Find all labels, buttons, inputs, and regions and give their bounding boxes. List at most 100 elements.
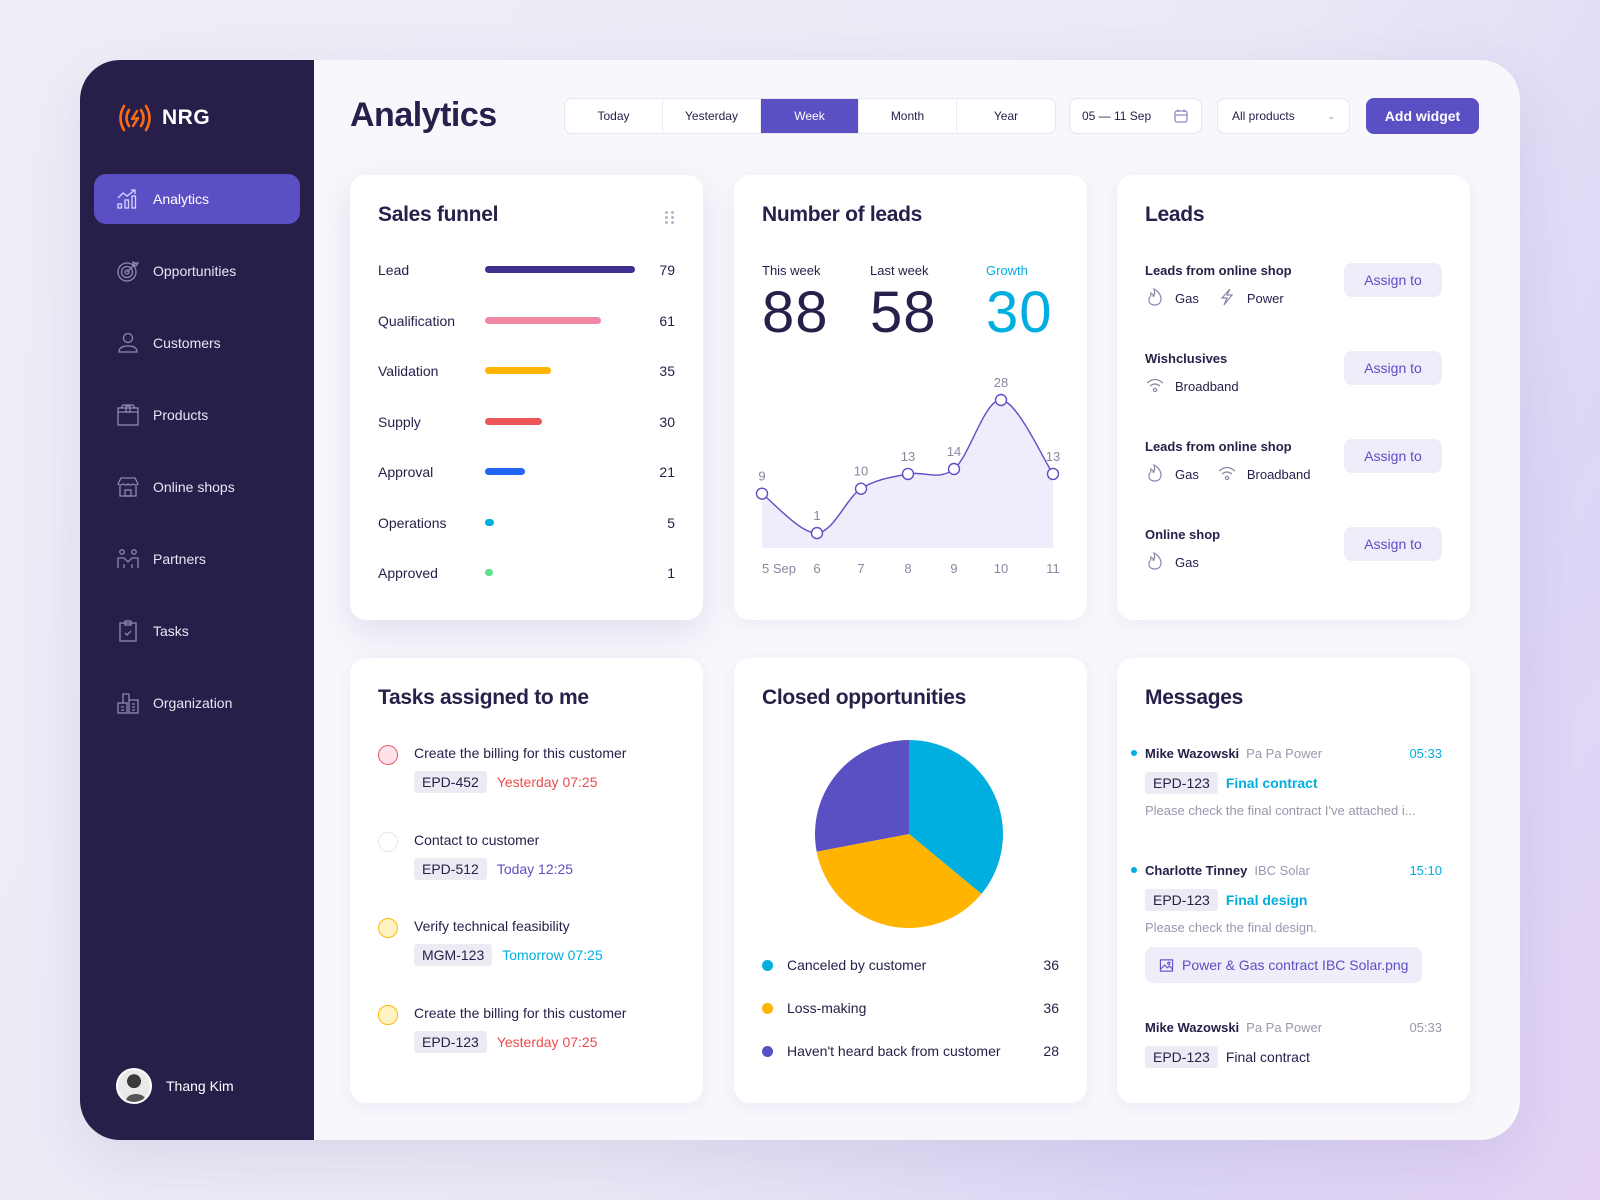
funnel-bar-track <box>485 316 645 325</box>
message-header: Mike Wazowski Pa Pa Power 05:33 <box>1131 743 1442 763</box>
date-range-picker[interactable]: 05 — 11 Sep <box>1069 98 1202 134</box>
message-sender: Mike Wazowski <box>1145 1019 1240 1035</box>
store-icon <box>116 475 140 499</box>
sidebar-item-opportunities[interactable]: Opportunities <box>94 246 300 296</box>
period-week[interactable]: Week <box>761 99 859 133</box>
task-status-checkbox[interactable] <box>378 1004 398 1025</box>
data-point[interactable] <box>1046 467 1060 481</box>
period-yesterday[interactable]: Yesterday <box>663 99 761 133</box>
sidebar-item-label: Organization <box>153 695 233 711</box>
data-point[interactable] <box>854 482 868 495</box>
funnel-bar-track <box>485 266 645 274</box>
funnel-bar <box>485 417 542 425</box>
user-profile[interactable]: Thang Kim <box>116 1068 234 1104</box>
task-title[interactable]: Contact to customer <box>414 831 540 848</box>
data-point[interactable] <box>901 467 915 481</box>
message-item[interactable]: Mike Wazowski Pa Pa Power 05:33 EPD-123 … <box>1145 1017 1442 1068</box>
funnel-value: 61 <box>659 312 675 329</box>
period-year[interactable]: Year <box>993 109 1019 123</box>
sidebar-item-label: Analytics <box>153 191 210 207</box>
sidebar-item-products[interactable]: Products <box>94 390 300 440</box>
unread-dot <box>1131 867 1137 873</box>
funnel-row: Validation 35 <box>378 361 675 381</box>
funnel-value: 79 <box>659 262 675 278</box>
flame-icon <box>1145 463 1175 486</box>
sidebar-item-online-shops[interactable]: Online shops <box>94 462 300 512</box>
drag-handle-icon[interactable] <box>665 211 675 225</box>
message-item[interactable]: Mike Wazowski Pa Pa Power 05:33 EPD-123 … <box>1131 743 1442 818</box>
funnel-row: Approval 21 <box>378 462 675 482</box>
task-title[interactable]: Create the billing for this customer <box>414 745 627 761</box>
assign-to-button[interactable]: Assign to <box>1344 527 1442 561</box>
task-status-checkbox[interactable] <box>378 831 398 852</box>
message-subject: Final design <box>1225 892 1308 908</box>
user-icon <box>116 331 140 355</box>
pie-legend-item: Canceled by customer 36 <box>762 955 1059 975</box>
lead-name: Wishclusives <box>1145 351 1228 366</box>
legend-value: 36 <box>1043 957 1059 973</box>
pie-slice[interactable] <box>815 740 909 852</box>
funnel-label: Qualification <box>378 312 456 329</box>
funnel-row: Lead 79 <box>378 260 675 280</box>
add-widget-button[interactable]: Add widget <box>1366 98 1479 134</box>
brand-logo[interactable]: NRG <box>116 100 314 136</box>
funnel-bar-track <box>485 417 645 426</box>
message-item[interactable]: Charlotte Tinney IBC Solar 15:10 EPD-123… <box>1131 860 1442 983</box>
card-title: Tasks assigned to me <box>378 686 589 709</box>
assign-to-button[interactable]: Assign to <box>1344 351 1442 385</box>
stat-growth: Growth 30 <box>986 263 1053 342</box>
x-tick-label: 6 <box>813 561 820 576</box>
card-title: Sales funnel <box>378 203 499 226</box>
task-title[interactable]: Verify technical feasibility <box>414 918 570 934</box>
message-header: Charlotte Tinney IBC Solar 15:10 <box>1131 860 1442 880</box>
message-header: Mike Wazowski Pa Pa Power 05:33 <box>1145 1017 1442 1037</box>
data-point[interactable] <box>994 393 1008 407</box>
funnel-bar-track <box>485 518 645 527</box>
lead-name: Leads from online shop <box>1145 439 1292 454</box>
product-filter-dropdown[interactable]: All products ⌄ <box>1217 98 1350 134</box>
data-point[interactable] <box>947 462 961 476</box>
data-label: 13 <box>901 449 915 464</box>
data-point[interactable] <box>755 487 769 500</box>
sidebar-item-tasks[interactable]: Tasks <box>94 606 300 656</box>
data-point[interactable] <box>810 526 824 540</box>
sidebar-nav: Analytics Opportunities Customers Produc… <box>80 174 314 728</box>
message-attachment[interactable]: Power & Gas contract IBC Solar.png <box>1145 947 1423 983</box>
funnel-label: Approved <box>378 565 438 581</box>
analytics-icon <box>116 187 140 211</box>
wifi-icon <box>1217 463 1247 486</box>
sidebar-item-analytics[interactable]: Analytics <box>94 174 300 224</box>
task-title[interactable]: Create the billing for this customer <box>414 1004 627 1021</box>
funnel-label: Approval <box>378 464 434 480</box>
sidebar-item-label: Partners <box>153 551 206 567</box>
sidebar-item-customers[interactable]: Customers <box>94 318 300 368</box>
assign-to-button[interactable]: Assign to <box>1344 263 1442 297</box>
message-subject: Final contract <box>1225 1049 1310 1065</box>
message-time: 05:33 <box>1409 745 1442 761</box>
card-title: Closed opportunities <box>762 686 967 709</box>
task-status-checkbox[interactable] <box>378 745 398 765</box>
task-item: Verify technical feasibility MGM-123 Tom… <box>378 916 675 976</box>
period-today[interactable]: Today <box>565 99 663 133</box>
leads-area-chart: 9 5 Sep 1 6 10 7 13 8 14 9 28 10 13 11 <box>755 375 1060 576</box>
sidebar-item-partners[interactable]: Partners <box>94 534 300 584</box>
pie-slice[interactable] <box>909 740 1003 894</box>
sidebar-item-organization[interactable]: Organization <box>94 678 300 728</box>
pie-slice[interactable] <box>816 834 982 928</box>
sidebar: NRG Analytics Opportunities Customers <box>80 60 314 1140</box>
period-month[interactable]: Month <box>859 99 957 133</box>
avatar <box>116 1068 152 1104</box>
lead-tag-label: Power <box>1246 291 1284 306</box>
user-name: Thang Kim <box>166 1078 234 1094</box>
message-sender: Mike Wazowski <box>1145 745 1240 761</box>
funnel-row: Operations 5 <box>378 513 675 533</box>
brand-name: NRG <box>162 106 211 129</box>
funnel-bar-track <box>485 367 645 375</box>
lead-tag: Broadband <box>1145 375 1239 398</box>
task-status-checkbox[interactable] <box>378 918 398 938</box>
lead-tag: Broadband <box>1217 463 1310 486</box>
funnel-label: Operations <box>378 514 447 531</box>
lead-row: Leads from online shop Gas Broadband Assi… <box>1145 439 1442 499</box>
assign-to-button[interactable]: Assign to <box>1344 439 1442 473</box>
stat-value: 88 <box>762 280 829 345</box>
